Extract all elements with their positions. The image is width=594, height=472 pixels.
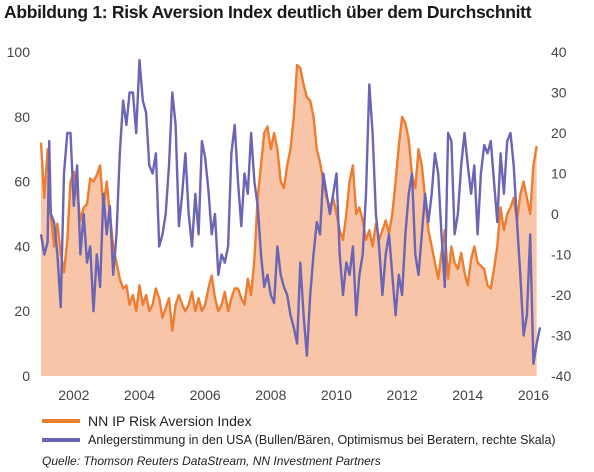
legend: NN IP Risk Aversion Index Anlegerstimmun… xyxy=(42,411,556,449)
right-axis-tick-label: -30 xyxy=(551,328,571,344)
left-axis-tick-label: 80 xyxy=(14,109,30,125)
risk-aversion-area xyxy=(41,65,537,376)
left-axis-tick-label: 100 xyxy=(7,44,31,60)
legend-label: Anlegerstimmung in den USA (Bullen/Bären… xyxy=(88,432,556,447)
legend-label: NN IP Risk Aversion Index xyxy=(88,412,252,429)
x-axis-tick-label: 2008 xyxy=(255,387,286,403)
right-axis-tick-label: 30 xyxy=(551,85,567,101)
chart-title: Abbildung 1: Risk Aversion Index deutlic… xyxy=(4,2,532,22)
right-axis-tick-label: 10 xyxy=(551,166,567,182)
left-axis-tick-label: 60 xyxy=(14,174,30,190)
right-axis-ticks: -40 -30 -20 -10 0 10 20 30 40 xyxy=(551,44,571,384)
x-axis-tick-label: 2012 xyxy=(387,387,418,403)
risk-aversion-line xyxy=(39,63,538,332)
x-axis-tick-label: 2014 xyxy=(452,387,483,403)
right-axis-tick-label: -40 xyxy=(551,368,571,384)
left-axis-tick-label: 40 xyxy=(14,238,30,254)
right-axis-tick-label: 20 xyxy=(551,125,567,141)
x-axis-ticks: 2002 2004 2006 2008 2010 2012 2014 2016 xyxy=(58,387,549,403)
x-axis-tick-label: 2006 xyxy=(190,387,221,403)
left-axis-tick-label: 0 xyxy=(22,368,30,384)
x-axis-tick-label: 2016 xyxy=(518,387,549,403)
source-note: Quelle: Thomson Reuters DataStream, NN I… xyxy=(42,454,381,468)
left-axis-ticks: 0 20 40 60 80 100 xyxy=(7,44,31,384)
left-axis-tick-label: 20 xyxy=(14,303,30,319)
x-axis-tick-label: 2004 xyxy=(124,387,155,403)
right-axis-tick-label: -10 xyxy=(551,247,571,263)
legend-swatch-purple xyxy=(42,437,80,442)
legend-swatch-orange xyxy=(42,418,80,423)
right-axis-tick-label: -20 xyxy=(551,287,571,303)
plot-area xyxy=(39,58,542,376)
legend-item-investor-sentiment: Anlegerstimmung in den USA (Bullen/Bären… xyxy=(42,430,556,449)
x-axis-tick-label: 2010 xyxy=(321,387,352,403)
legend-item-risk-aversion: NN IP Risk Aversion Index xyxy=(42,411,556,430)
investor-sentiment-line xyxy=(39,58,542,366)
right-axis-tick-label: 0 xyxy=(551,206,559,222)
right-axis-tick-label: 40 xyxy=(551,44,567,60)
x-axis-tick-label: 2002 xyxy=(58,387,89,403)
